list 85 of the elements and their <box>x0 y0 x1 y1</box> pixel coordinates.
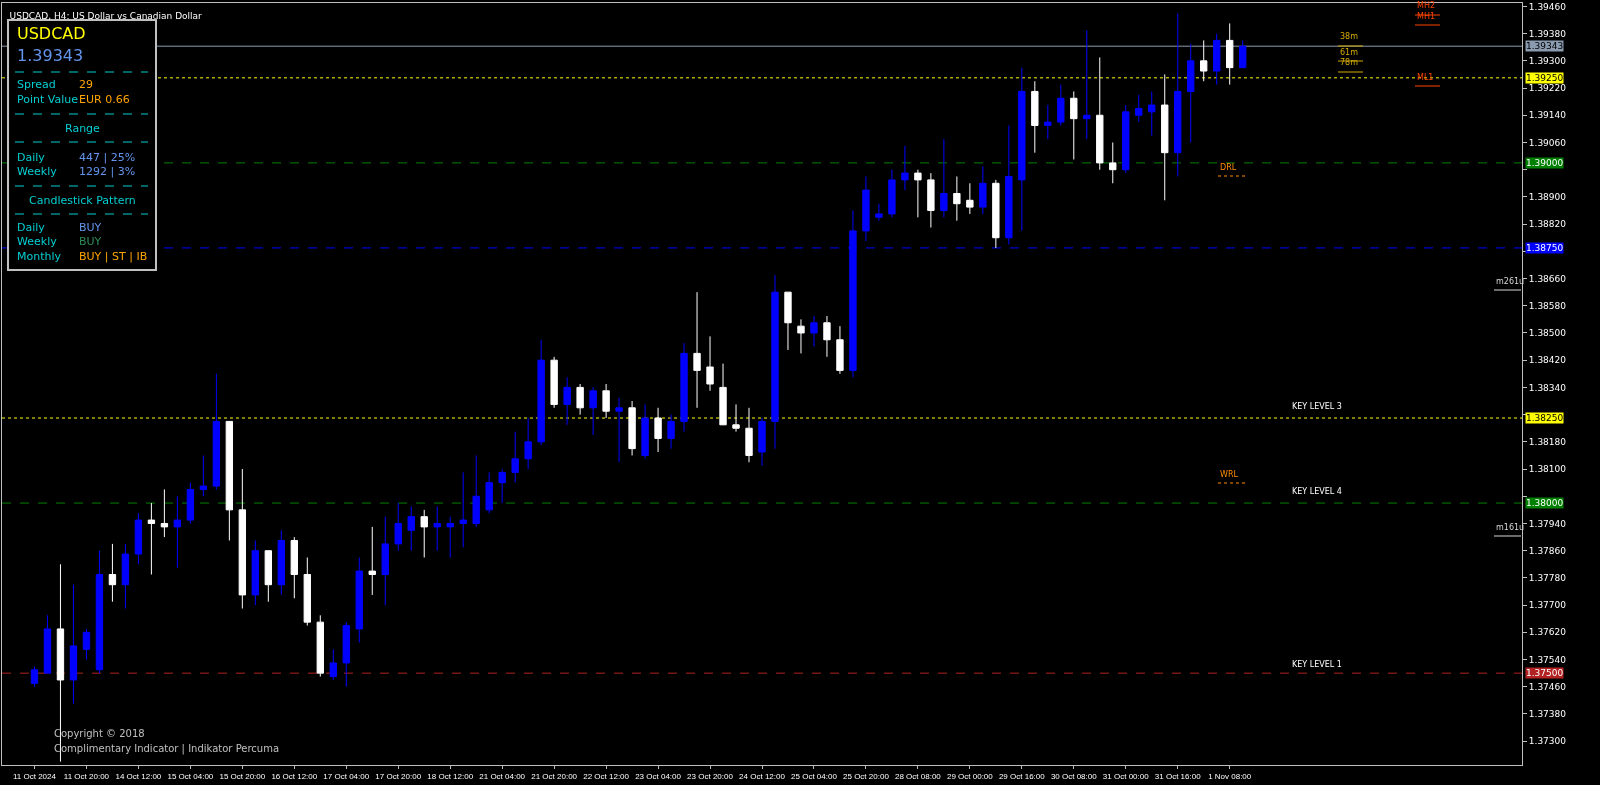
annotation: Spread <box>17 78 56 91</box>
x-tick-label: 15 Oct 20:00 <box>219 771 266 781</box>
y-tick-label: 1.38820 <box>1528 219 1567 230</box>
annotation: 1.39343 <box>17 46 84 65</box>
x-tick-label: 14 Oct 12:00 <box>115 771 162 781</box>
y-tick-label: 1.37300 <box>1528 736 1567 747</box>
x-tick-label: 24 Oct 12:00 <box>739 771 786 781</box>
y-tick-label: 1.37780 <box>1528 573 1567 584</box>
x-tick-label: 1 Nov 08:00 <box>1208 771 1252 781</box>
y-tick-label: 1.38900 <box>1528 192 1567 203</box>
annotation: Daily <box>17 221 46 234</box>
annotation: DRL <box>1220 163 1237 172</box>
annotation: BUY <box>79 221 102 234</box>
annotation: Weekly <box>17 165 58 178</box>
x-tick-label: 21 Oct 04:00 <box>479 771 526 781</box>
x-tick-label: 11 Oct 20:00 <box>63 771 110 781</box>
annotation: MH2 <box>1417 1 1436 10</box>
annotation: 78m <box>1340 58 1359 67</box>
annotation: 29 <box>79 78 93 91</box>
y-tick-label: 1.37860 <box>1528 545 1567 556</box>
annotation: 1292 | 3% <box>79 165 136 178</box>
annotation: KEY LEVEL 3 <box>1292 402 1342 411</box>
x-tick-label: 29 Oct 00:00 <box>946 771 994 781</box>
y-tick-label: 1.38580 <box>1528 300 1567 311</box>
ref-line-label: 1.39250 <box>1526 73 1564 83</box>
y-tick-label: 1.39460 <box>1528 1 1567 12</box>
y-tick-label: 1.37700 <box>1528 600 1567 611</box>
annotation: 38m <box>1340 32 1359 41</box>
y-tick-label: 1.38340 <box>1528 382 1567 393</box>
annotation: Weekly <box>17 235 58 248</box>
x-tick-label: 31 Oct 00:00 <box>1102 771 1150 781</box>
annotation: MH1 <box>1417 12 1436 21</box>
annotation: Daily <box>17 151 46 164</box>
y-tick-label: 1.39060 <box>1528 137 1567 148</box>
annotation: Range <box>65 122 101 135</box>
y-tick-label: 1.37380 <box>1528 709 1567 720</box>
x-tick-label: 22 Oct 12:00 <box>583 771 630 781</box>
annotation: WRL <box>1220 470 1239 479</box>
x-tick-label: 29 Oct 16:00 <box>998 771 1046 781</box>
y-tick-label: 1.37540 <box>1528 654 1567 665</box>
annotation: USDCAD <box>17 24 86 43</box>
y-tick-label: 1.38100 <box>1528 464 1567 475</box>
ref-line-label: 1.39000 <box>1526 158 1564 168</box>
annotation: Point Value <box>17 93 79 106</box>
annotation: BUY | ST | IB <box>79 250 148 263</box>
annotation: 61m <box>1340 48 1359 57</box>
x-tick-label: 28 Oct 08:00 <box>894 771 942 781</box>
y-tick-label: 1.37940 <box>1528 518 1567 529</box>
annotation: EUR 0.66 <box>79 93 130 106</box>
annotation: KEY LEVEL 1 <box>1292 660 1342 669</box>
y-tick-label: 1.37460 <box>1528 681 1567 692</box>
ref-line-label: 1.38250 <box>1526 413 1564 423</box>
annotation: Monthly <box>17 250 62 263</box>
y-tick-label: 1.37620 <box>1528 627 1567 638</box>
annotation: KEY LEVEL 4 <box>1292 487 1342 496</box>
x-tick-label: 23 Oct 20:00 <box>687 771 734 781</box>
x-tick-label: 15 Oct 04:00 <box>167 771 214 781</box>
y-tick-label: 1.39220 <box>1528 83 1567 94</box>
ref-line-label: 1.38000 <box>1526 498 1564 508</box>
annotation: ML1 <box>1417 73 1434 82</box>
x-tick-label: 11 Oct 2024 <box>12 771 57 781</box>
y-tick-label: 1.38420 <box>1528 355 1567 366</box>
y-tick-label: 1.39300 <box>1528 55 1567 66</box>
x-tick-label: 21 Oct 20:00 <box>531 771 578 781</box>
ref-line-label: 1.39343 <box>1526 41 1564 51</box>
y-tick-label: 1.38180 <box>1528 436 1567 447</box>
annotation: BUY <box>79 235 102 248</box>
x-tick-label: 17 Oct 20:00 <box>375 771 422 781</box>
ref-line-label: 1.38750 <box>1526 243 1564 253</box>
x-tick-label: 23 Oct 04:00 <box>635 771 682 781</box>
x-tick-label: 31 Oct 16:00 <box>1154 771 1202 781</box>
x-tick-label: 17 Oct 04:00 <box>323 771 370 781</box>
annotation: Candlestick Pattern <box>29 194 136 207</box>
x-tick-label: 16 Oct 12:00 <box>271 771 318 781</box>
y-tick-label: 1.38660 <box>1528 273 1567 284</box>
x-tick-label: 25 Oct 04:00 <box>791 771 838 781</box>
y-tick-label: 1.39380 <box>1528 28 1567 39</box>
y-tick-label: 1.38500 <box>1528 328 1567 339</box>
text: USDCAD, H4: US Dollar vs Canadian Dollar <box>9 10 203 21</box>
ref-line-label: 1.37500 <box>1526 668 1564 678</box>
x-tick-label: 30 Oct 08:00 <box>1050 771 1098 781</box>
annotation: 447 | 25% <box>79 151 136 164</box>
y-tick-label: 1.39140 <box>1528 110 1567 121</box>
x-tick-label: 25 Oct 20:00 <box>843 771 890 781</box>
x-tick-label: 18 Oct 12:00 <box>427 771 474 781</box>
